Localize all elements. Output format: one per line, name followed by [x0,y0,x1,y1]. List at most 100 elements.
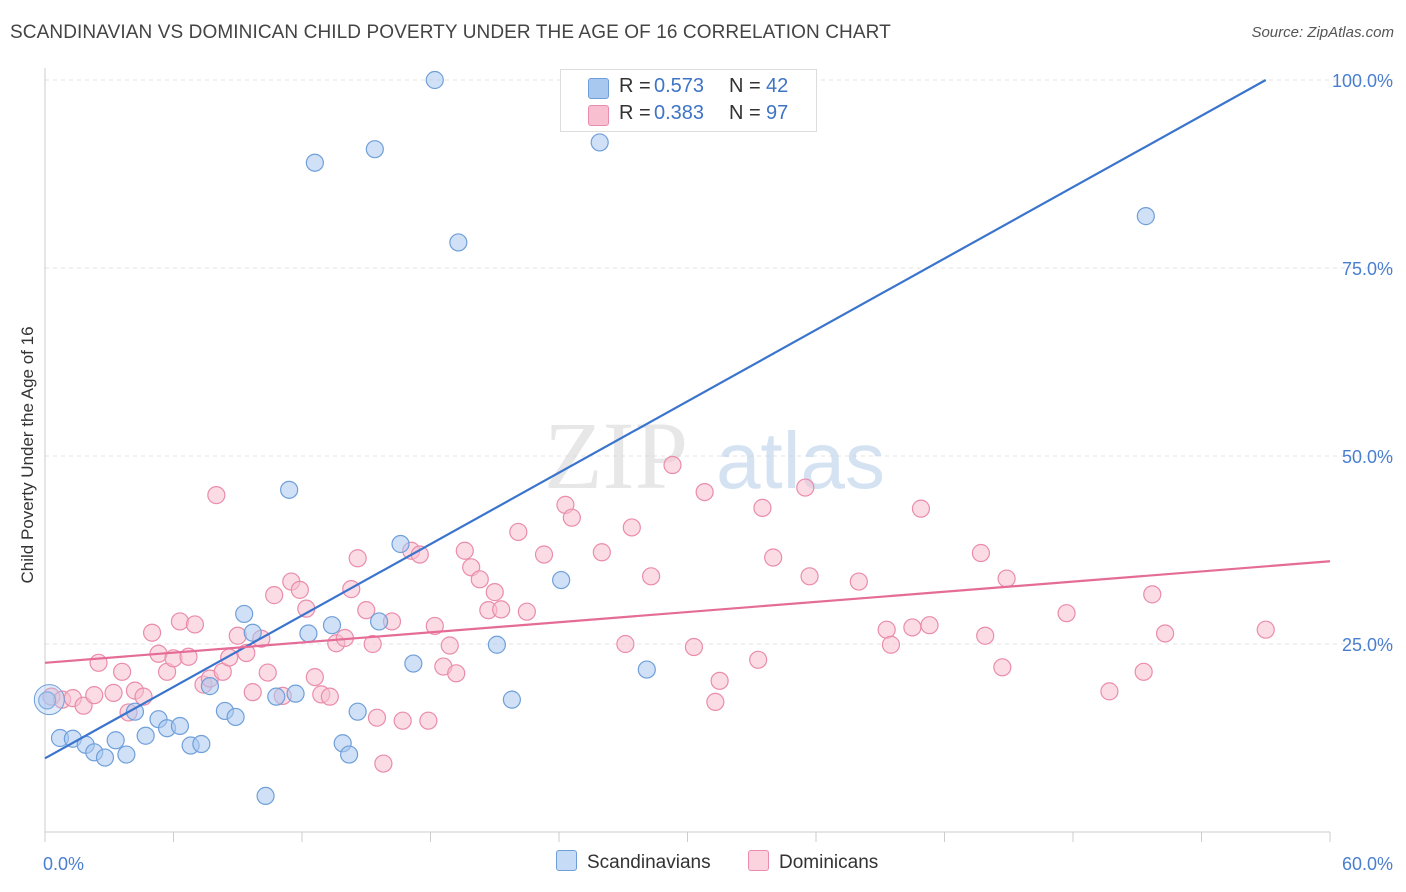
dominican-point [470,570,489,589]
y-tick-label: 25.0% [1342,635,1393,655]
dominican-point [243,683,262,702]
source-label: Source: ZipAtlas.com [1251,24,1394,41]
scandinavian-point [322,616,342,635]
dominican-point [710,671,729,690]
dominican-point [695,482,714,502]
trend-lines [44,79,1331,760]
dominican-point [903,618,922,637]
bottom-legend-dominicans: Dominicans [748,850,878,874]
scandinavian-point [305,153,324,172]
legend-n-value: 42 [766,75,789,97]
y-tick-label: 100.0% [1332,71,1393,91]
scandinavian-point [552,570,571,590]
scandinavian-point [136,726,155,745]
watermark-zip: ZIP [544,402,688,509]
dominican-point [706,692,725,712]
scandinavian-point [33,684,65,716]
dominican-point [1256,620,1275,639]
dominican-point [911,499,931,518]
dominican-point [592,543,611,562]
scandinavian-point [391,534,410,554]
scandinavian-point [502,690,521,709]
dominican-point [1057,604,1076,623]
y-tick-label: 50.0% [1342,447,1393,467]
scandinavian-point [449,233,468,252]
dominican-point [796,478,815,497]
scandinavians-points [33,70,1155,806]
dominican-point [104,683,123,702]
legend-r-label: R = [619,102,651,124]
dominican-point [305,667,324,687]
scandinavian-point [235,604,254,624]
dominican-point [881,635,901,654]
dominicans-points [42,455,1275,773]
dominican-point [207,486,226,505]
dominican-point [425,616,444,636]
dominican-point [764,548,783,567]
tick-labels: 25.0% 50.0% 75.0% 100.0% 0.0% 60.0% [43,71,1393,874]
dominican-point [290,580,309,599]
dominican-point [749,650,768,669]
scandinavian-point [200,677,220,696]
scandinavian-point [404,654,423,673]
dominican-point [976,626,995,645]
dominican-point [562,508,581,527]
legend-n-label: N = [729,102,761,124]
y-axis-title: Child Poverty Under the Age of 16 [18,326,37,584]
dominican-point [367,708,387,727]
dominican-point [492,600,511,619]
dominican-point [534,545,554,564]
dominican-point [363,634,382,654]
dominican-point [622,518,641,537]
chart-title: SCANDINAVIAN VS DOMINICAN CHILD POVERTY … [10,22,891,43]
dominicans-swatch [588,105,609,126]
dominican-point [641,567,661,586]
dominican-point [89,653,108,672]
scandinavian-point [125,702,145,721]
scandinavian-point [106,731,125,750]
dominican-point [663,455,682,475]
scandinavian-point [299,624,318,643]
scandinavian-point [280,480,299,499]
dominican-point [1143,585,1162,604]
legend-label: Scandinavians [587,852,711,873]
dominican-point [142,623,162,642]
dominican-point [1134,662,1153,681]
scandinavian-point [365,140,384,159]
dominican-point [753,498,772,517]
trend-line-dominicans [44,560,1331,664]
dominican-point [348,549,367,568]
legend-r-value: 0.383 [654,102,705,124]
legend-r-label: R = [619,75,651,97]
dominican-point [393,711,412,730]
scandinavian-point [256,786,275,806]
dominican-point [320,687,339,706]
scandinavian-point [117,745,136,764]
stats-legend: R = 0.573 N = 42 R = 0.383 N = 97 [560,69,817,132]
dominican-point [800,567,819,586]
dominican-point [447,664,466,683]
y-tick-label: 75.0% [1342,259,1393,279]
scandinavian-point [38,691,57,710]
dominican-point [228,626,247,645]
dominican-point [265,586,284,605]
trend-line-scandinavians [44,79,1267,760]
gridlines [45,79,1395,645]
dominican-point [440,636,459,655]
dominican-point [517,602,536,621]
scandinavian-point [348,702,367,721]
dominican-point [85,686,104,705]
scandinavian-point [370,612,389,631]
dominican-point [185,615,205,634]
legend-row-scandinavians: R = 0.573 N = 42 [561,73,816,101]
scandinavian-point [1136,207,1155,226]
dominican-point [616,634,635,654]
legend-r-value: 0.573 [654,75,705,97]
dominican-point [971,543,991,563]
dominican-point [1100,682,1119,701]
dominican-point [1155,624,1175,643]
scandinavian-point [487,635,506,654]
scandinavian-point [267,687,286,706]
scandinavian-point [95,748,115,767]
dominican-point [112,662,132,681]
